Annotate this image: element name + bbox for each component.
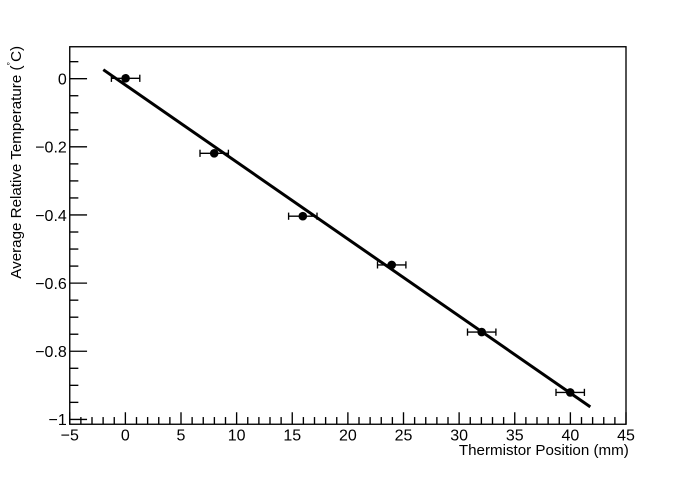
svg-text:40: 40 xyxy=(561,428,579,445)
svg-text:5: 5 xyxy=(177,428,186,445)
svg-text:45: 45 xyxy=(617,428,635,445)
svg-text:10: 10 xyxy=(228,428,246,445)
svg-text:0: 0 xyxy=(121,428,130,445)
svg-text:−1: −1 xyxy=(49,412,67,429)
svg-text:Average Relative Temperature (: Average Relative Temperature (°C) xyxy=(6,46,26,279)
svg-text:30: 30 xyxy=(450,428,468,445)
svg-text:−0.8: −0.8 xyxy=(35,344,67,361)
svg-text:25: 25 xyxy=(395,428,413,445)
svg-text:15: 15 xyxy=(283,428,301,445)
svg-text:35: 35 xyxy=(506,428,524,445)
svg-text:−0.6: −0.6 xyxy=(35,276,67,293)
svg-text:0: 0 xyxy=(58,72,67,89)
svg-text:−0.2: −0.2 xyxy=(35,140,67,157)
svg-text:−0.4: −0.4 xyxy=(35,208,67,225)
svg-text:Thermistor Position (mm): Thermistor Position (mm) xyxy=(459,442,629,459)
svg-text:20: 20 xyxy=(339,428,357,445)
svg-text:−5: −5 xyxy=(61,428,79,445)
